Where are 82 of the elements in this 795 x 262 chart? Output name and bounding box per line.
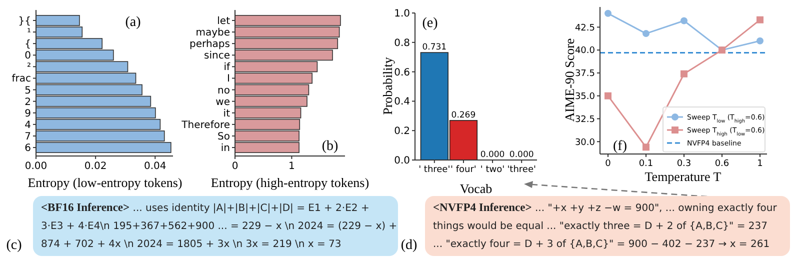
y-tick-label: 0.8 [394, 38, 410, 49]
x-axis-title: Entropy (low-entropy tokens) [28, 175, 182, 190]
x-tick-label: 0.02 [84, 161, 107, 172]
point [756, 37, 764, 44]
text: (d) [400, 238, 418, 253]
y-tick-label: I [227, 74, 230, 85]
text: <BF16 Inference> [41, 202, 130, 214]
y-tick-label: }{ [18, 16, 31, 27]
y-tick-label: 42.5 [574, 23, 595, 34]
y-tick-label: it [223, 108, 230, 120]
y-axis-title: Probability [380, 56, 395, 115]
text: ... "exactly four = D + 3 of {A,B,C}" = 900 − 402 − 237 → x = 261 [433, 239, 770, 250]
y-tick-label: we [216, 96, 230, 108]
x-axis-title: Entropy (high-entropy tokens) [210, 175, 370, 190]
x-tick-label: 0.1 [638, 159, 654, 169]
y-tick-label: ² [26, 62, 31, 74]
y-tick-label: since [204, 50, 230, 62]
point [642, 30, 650, 38]
x-tick-label: 0 [605, 159, 612, 169]
y-tick-label: 0.4 [394, 96, 410, 108]
y-tick-label: { [24, 39, 31, 50]
y-tick-label: perhaps [190, 39, 230, 50]
data-label: 0.000 [480, 150, 505, 160]
x-tick-label: 0.04 [144, 161, 166, 172]
text: 3·E3 + 4·E4\n 195+367+562+900 ... = 229 − x \n 2024 = (229 − x) + [41, 221, 398, 232]
y-tick-label: 30.0 [574, 138, 596, 148]
x-tick-label: 0.6 [714, 159, 730, 169]
y-tick-label: 0.2 [394, 126, 410, 138]
y-tick-label: ¹ [26, 28, 31, 39]
chart-title: (a) [125, 15, 142, 30]
text: 874 + 702 + 4x \n 2024 = 1805 + 3x \n 3x = 219 \n x = 73 [41, 239, 342, 250]
x-tick-label: ' four' [450, 165, 476, 175]
text: (f) [613, 139, 628, 154]
y-tick-label: 0 [24, 50, 31, 62]
y-tick-label: maybe [196, 28, 230, 39]
x-axis-title: Vocab [460, 181, 492, 196]
y-tick-label: let [217, 16, 230, 27]
y-tick-label: in [220, 143, 230, 154]
y-tick-label: 35.0 [574, 92, 596, 102]
y-tick-label: 32.5 [574, 114, 595, 125]
x-tick-label: 1 [757, 159, 763, 169]
data-label: 0.269 [451, 110, 476, 120]
point [756, 16, 764, 24]
data-label: 0.731 [422, 42, 447, 53]
y-tick-label: 7 [24, 131, 31, 142]
y-tick-label: 4 [24, 120, 31, 131]
x-axis-title: Temperature T [644, 169, 722, 184]
point [680, 17, 688, 24]
y-axis-title: AIME-90 Score [562, 38, 577, 122]
x-tick-label: ' three' [418, 165, 450, 175]
y-tick-label: 2 [24, 96, 31, 108]
point [604, 10, 612, 17]
point [604, 92, 612, 100]
y-tick-label: if [224, 62, 230, 74]
text: <NVFP4 Inference> [433, 202, 532, 214]
chart-title: (e) [422, 16, 438, 31]
text: ... "+x +y +z −w = 900", ... owning exactly four [532, 203, 778, 214]
point [642, 144, 650, 151]
text: (b) [322, 139, 338, 154]
y-tick-label: 6 [24, 143, 31, 154]
y-tick-label: 40.0 [574, 46, 596, 56]
x-tick-label: 0 [232, 161, 238, 172]
y-tick-label: 37.5 [574, 69, 595, 80]
x-tick-label: ' two' [480, 165, 505, 175]
y-tick-label: 1.0 [394, 8, 410, 20]
y-tick-label: Therefore [180, 120, 230, 131]
text: things would be equal ... "exactly three = D + 2 of {A,B,C}" = 237 [433, 221, 768, 232]
x-tick-label: 0.00 [24, 161, 48, 172]
data-label: 0.000 [509, 150, 534, 160]
y-tick-label: So [218, 131, 230, 142]
y-tick-label: 0.6 [394, 67, 410, 78]
y-tick-label: 9 [24, 108, 31, 120]
x-tick-label: 0.3 [676, 159, 692, 169]
y-tick-label: 5 [24, 85, 31, 96]
y-tick-label: 0.0 [394, 156, 410, 166]
x-tick-label: 'three' [507, 165, 536, 175]
text: (c) [6, 238, 22, 253]
x-tick-label: 1 [288, 161, 295, 172]
y-tick-label: no [218, 85, 230, 96]
point [680, 70, 688, 78]
text: ... uses identity |A|+|B|+|C|+|D| = E1 + 2·E2 + [130, 203, 370, 214]
y-tick-label: frac [12, 74, 31, 85]
